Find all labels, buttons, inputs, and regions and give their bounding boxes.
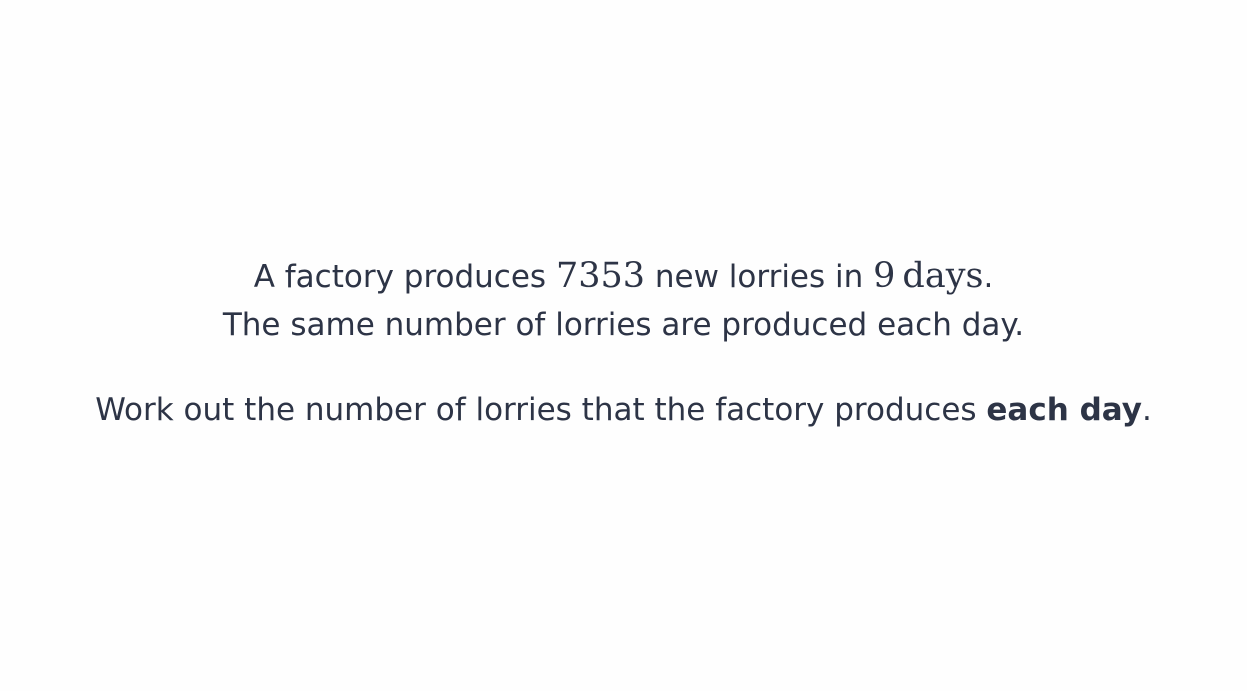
each-day-emphasis: each day [986,392,1142,428]
days-unit: days [902,256,984,296]
line1-pre-text: A factory produces [253,259,556,295]
days-number: 9 [873,256,896,296]
line1-mid-text: new lorries in [645,259,874,295]
question-line-2: The same number of lorries are produced … [222,307,1025,343]
question-line-1: A factory produces 7353 new lorries in 9… [0,256,1247,297]
question-line-3: Work out the number of lorries that the … [0,390,1247,430]
line3-pre-text: Work out the number of lorries that the … [95,392,987,428]
line1-end-text: . [983,259,994,295]
lorry-quantity: 7353 [555,256,646,296]
line3-end-text: . [1141,392,1152,428]
